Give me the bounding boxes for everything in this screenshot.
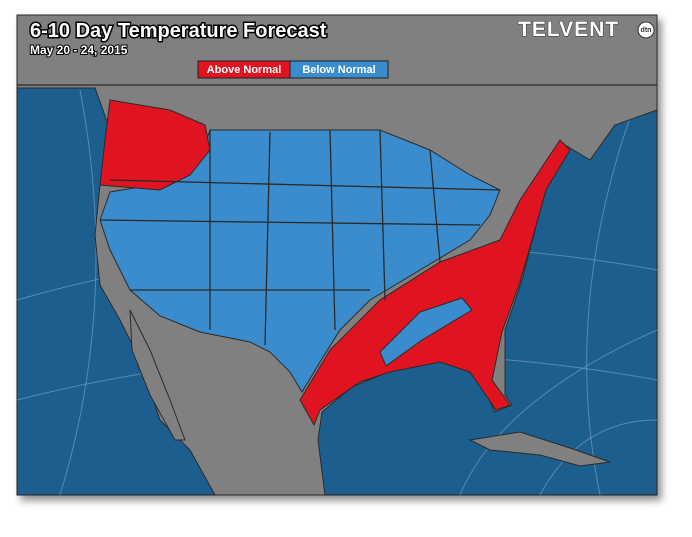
cuba: [468, 431, 611, 467]
subtitle: May 20 - 24, 2015: [30, 43, 128, 57]
below-normal-region: [379, 297, 473, 367]
logo-badge-circle: [637, 21, 655, 39]
baja: [129, 309, 186, 441]
legend-label: Above Normal: [207, 64, 282, 76]
above-normal-region: [299, 139, 571, 427]
legend-label: Below Normal: [302, 64, 375, 76]
title: 6-10 Day Temperature Forecast: [30, 20, 327, 42]
below-normal-region: [99, 129, 501, 393]
state-borders: [17, 84, 657, 346]
above-normal-region: [99, 99, 211, 191]
legend-swatch: [289, 60, 389, 79]
logo-badge: dtn: [641, 27, 652, 34]
logo: TELVENT: [518, 18, 619, 41]
legend: Above Normal Below Normal: [197, 60, 389, 79]
